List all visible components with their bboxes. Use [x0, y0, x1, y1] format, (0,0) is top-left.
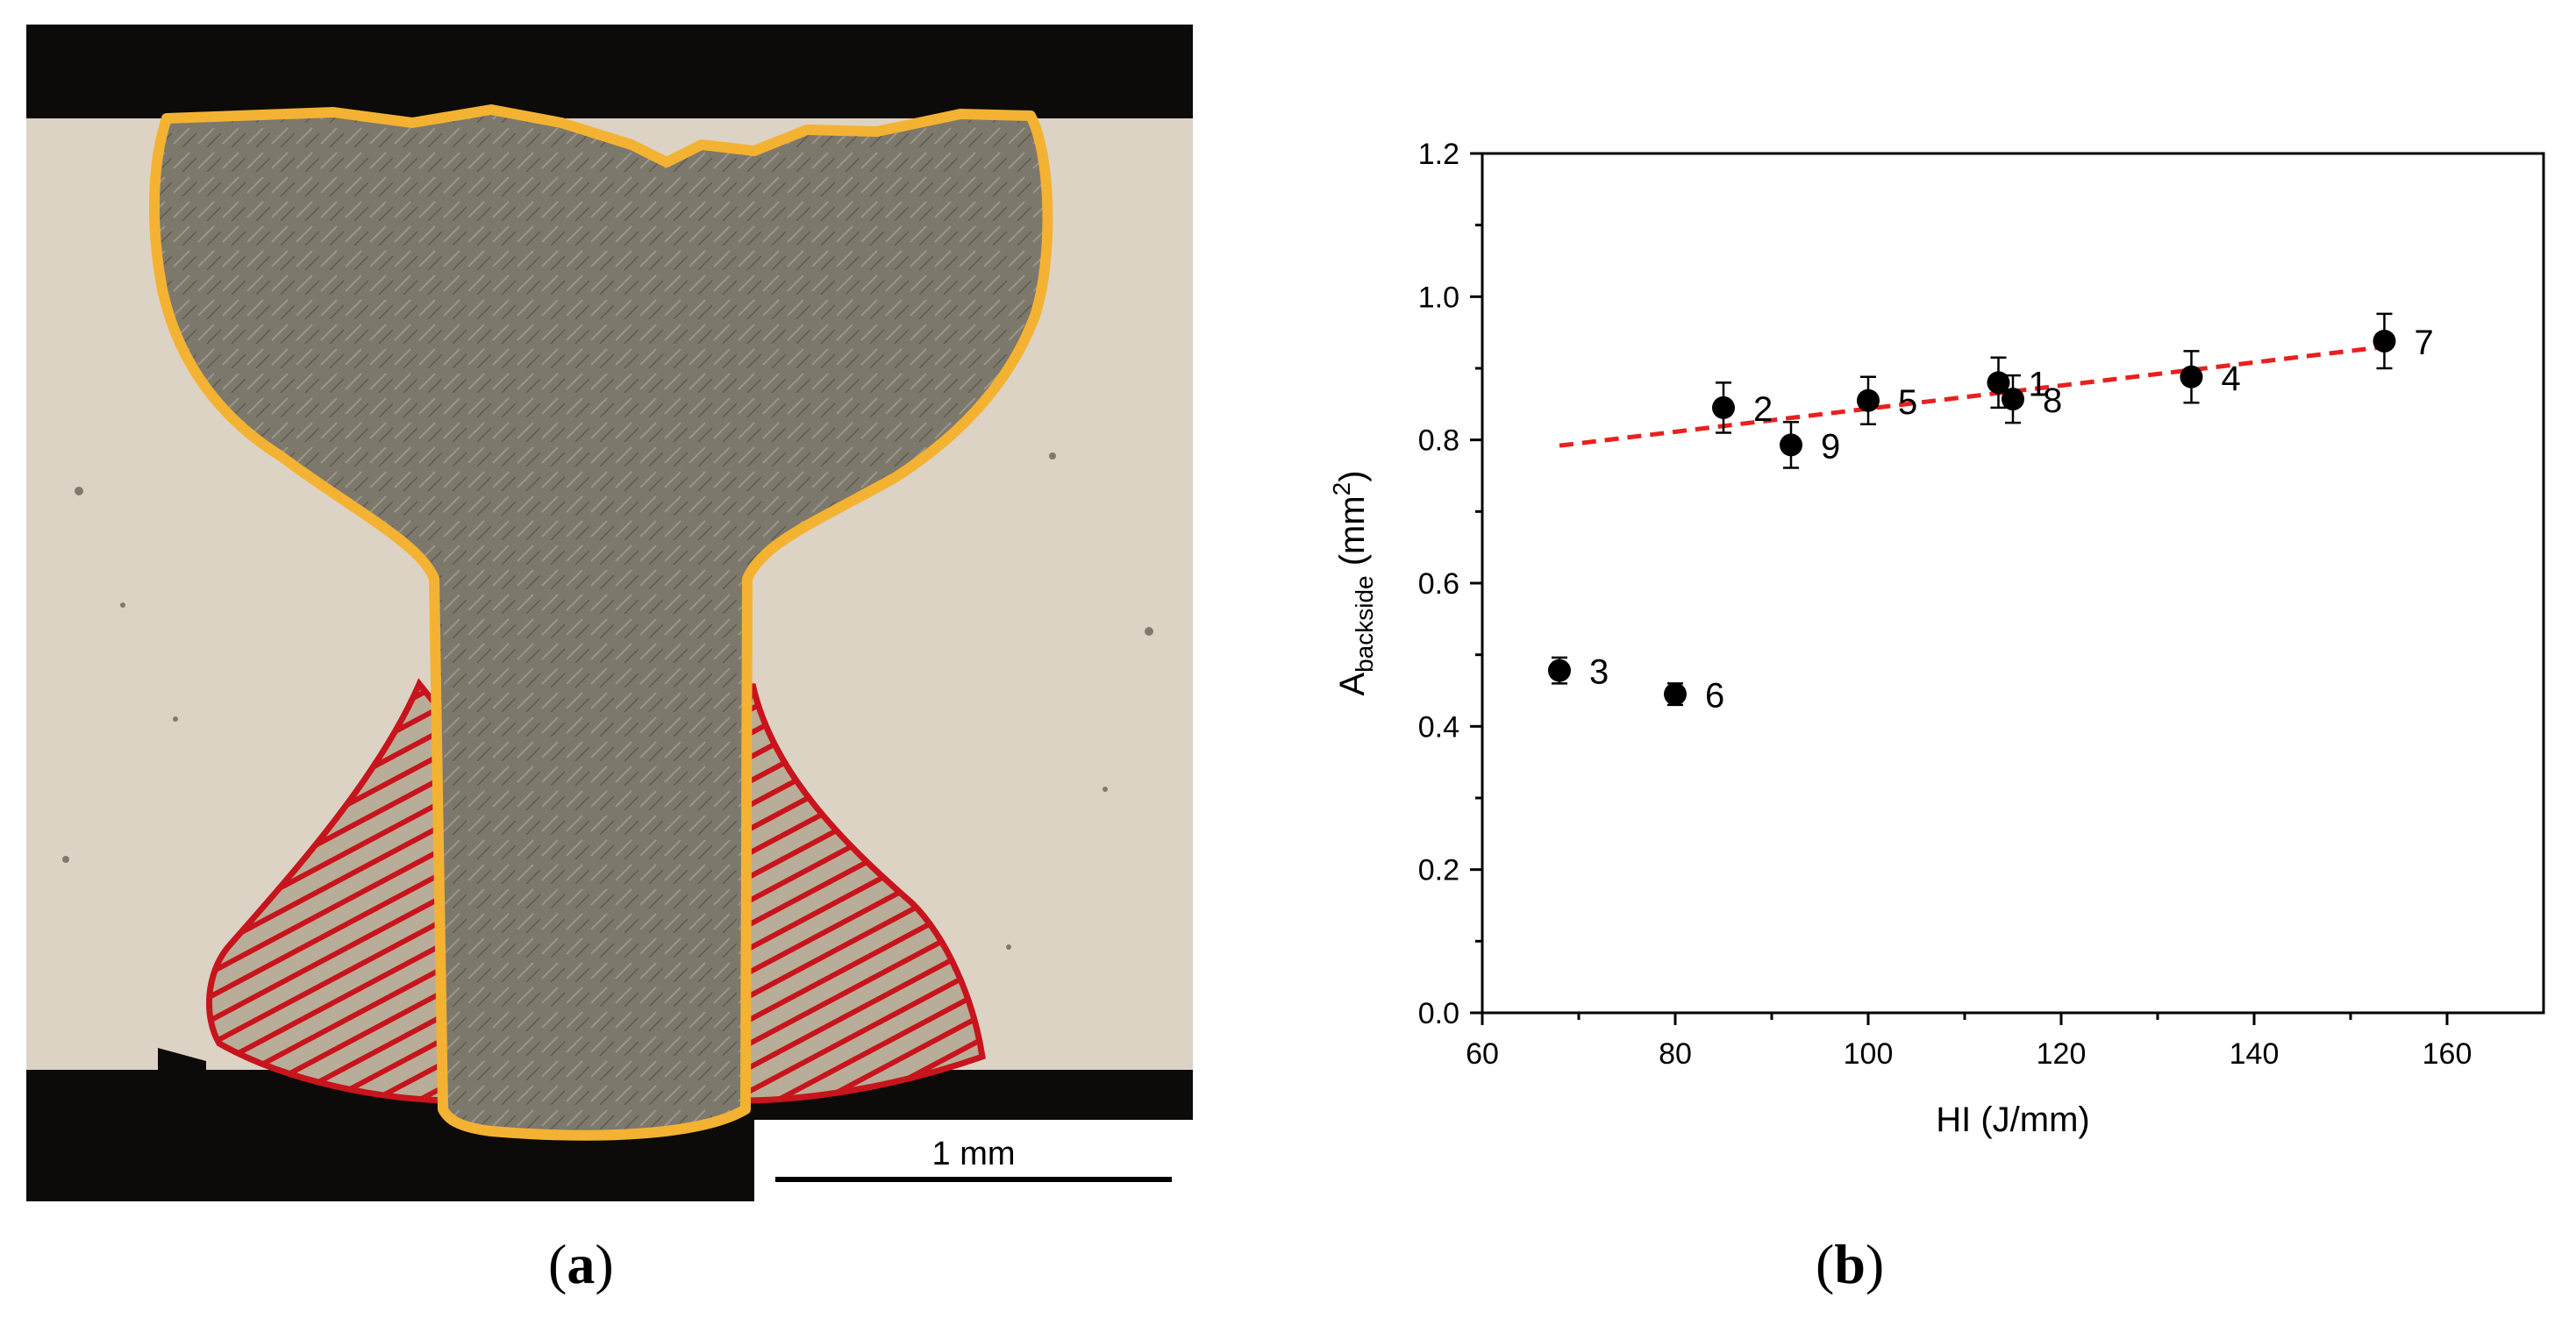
y-tick-label: 1.0 — [1418, 281, 1459, 314]
y-tick-label: 0.2 — [1418, 854, 1459, 887]
trend-line — [1559, 345, 2385, 448]
y-axis-title: Abackside (mm2) — [1328, 470, 1378, 695]
y-tick-label: 0.4 — [1418, 710, 1459, 744]
data-marker — [2180, 365, 2203, 388]
data-marker — [1987, 371, 2010, 395]
x-tick-label: 140 — [2230, 1037, 2280, 1071]
haz-right-region — [738, 683, 986, 1104]
point-label: 4 — [2222, 360, 2241, 398]
panel-a-macrograph: 1 mm (a) — [0, 0, 1228, 1325]
point-label: 9 — [1821, 427, 1840, 466]
y-tick-label: 0.6 — [1418, 567, 1459, 601]
point-label: 1 — [2029, 365, 2048, 403]
point-label: 2 — [1753, 390, 1773, 429]
data-marker — [1712, 395, 1735, 419]
point-label: 5 — [1898, 383, 1917, 422]
data-point-9: 9 — [1780, 421, 1840, 469]
panel-b-chart: 60 80 100 120 140 160 0.0 0.2 0.4 0.6 0.8 1.0 1.2 1 2… — [1281, 0, 2576, 1325]
y-tick-label: 0.8 — [1418, 424, 1459, 458]
scale-bar-box — [754, 1120, 1193, 1201]
weld-cross-section-image: 1 mm — [26, 25, 1193, 1201]
data-marker — [2373, 329, 2396, 353]
point-label: 6 — [1705, 677, 1724, 716]
data-point-6: 6 — [1664, 677, 1724, 716]
data-point-4: 4 — [2180, 350, 2241, 404]
data-point-7: 7 — [2373, 312, 2434, 370]
data-point-8: 8 — [2002, 374, 2062, 424]
scatter-chart: 60 80 100 120 140 160 0.0 0.2 0.4 0.6 0.8 1.0 1.2 1 2… — [1328, 138, 2545, 1139]
data-point-1: 1 — [1987, 356, 2048, 410]
haz-left-region — [206, 678, 460, 1104]
plot-frame — [1481, 152, 2545, 1015]
y-tick-label: 1.2 — [1418, 138, 1459, 171]
point-label: 8 — [2043, 381, 2062, 420]
point-label: 3 — [1589, 653, 1609, 692]
data-marker — [2002, 388, 2024, 411]
point-label: 7 — [2415, 324, 2434, 362]
panel-a-caption: (a) — [548, 1233, 614, 1295]
data-point-5: 5 — [1857, 375, 1917, 425]
panel-b-caption: (b) — [1816, 1233, 1885, 1295]
data-point-2: 2 — [1712, 381, 1773, 434]
scale-bar-label: 1 mm — [932, 1136, 1016, 1172]
x-tick-label: 160 — [2423, 1037, 2473, 1071]
x-tick-label: 80 — [1659, 1037, 1692, 1071]
data-marker — [1664, 682, 1687, 706]
fusion-zone-outline — [148, 104, 1053, 1141]
x-tick-label: 100 — [1844, 1037, 1894, 1071]
data-point-3: 3 — [1548, 653, 1609, 692]
data-marker — [1548, 659, 1571, 682]
x-tick-label: 120 — [2037, 1037, 2087, 1071]
x-axis-title: HI (J/mm) — [1936, 1101, 2090, 1139]
y-tick-label: 0.0 — [1418, 997, 1459, 1030]
x-tick-label: 60 — [1466, 1037, 1499, 1071]
data-marker — [1857, 388, 1880, 412]
data-marker — [1780, 433, 1802, 457]
